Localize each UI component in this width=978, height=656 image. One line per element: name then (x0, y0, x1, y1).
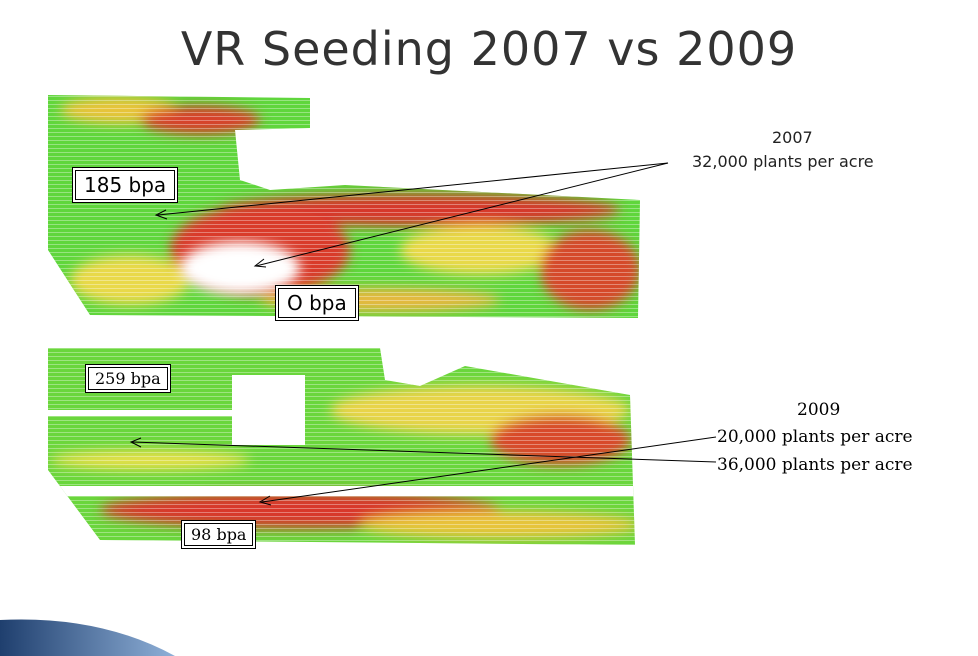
annotation: 2007 (772, 128, 813, 147)
annotation: 32,000 plants per acre (692, 152, 874, 171)
field-2009 (48, 348, 635, 545)
map-label: 98 bpa (181, 520, 257, 549)
decor-swoosh (0, 619, 175, 656)
map-label: O bpa (275, 285, 359, 321)
map-label: 185 bpa (72, 167, 179, 203)
annotation: 2009 (797, 400, 841, 420)
map-label: 259 bpa (85, 364, 171, 393)
slide-title: VR Seeding 2007 vs 2009 (180, 22, 798, 76)
arrows (129, 162, 717, 506)
annotation: 36,000 plants per acre (717, 455, 913, 475)
annotation: 20,000 plants per acre (717, 427, 913, 447)
